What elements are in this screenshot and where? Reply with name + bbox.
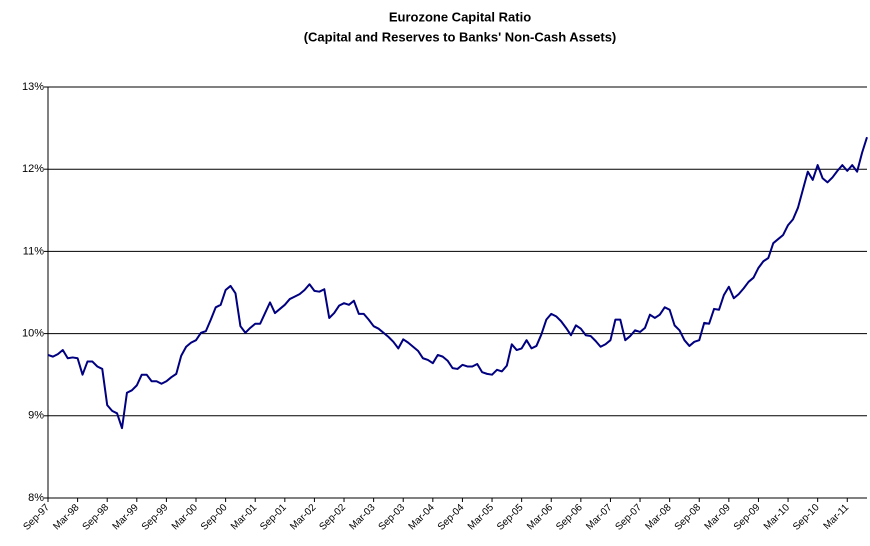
- x-tick-label: Sep-00: [199, 502, 230, 533]
- x-tick-label: Mar-99: [111, 502, 141, 532]
- x-tick-label: Mar-03: [347, 502, 377, 532]
- y-tick-label: 12%: [22, 163, 44, 175]
- x-tick-label: Mar-02: [288, 502, 318, 532]
- x-tick-label: Sep-05: [495, 502, 526, 533]
- x-tick-label: Sep-07: [613, 502, 644, 533]
- y-tick-label: 10%: [22, 328, 44, 340]
- x-tick-label: Mar-10: [762, 502, 792, 532]
- x-tick-label: Sep-98: [81, 502, 112, 533]
- x-tick-label: Mar-07: [584, 502, 614, 532]
- x-tick-label: Sep-04: [436, 502, 467, 533]
- x-tick-label: Mar-04: [407, 502, 437, 532]
- x-tick-label: Sep-03: [377, 502, 408, 533]
- x-tick-label: Mar-98: [51, 502, 81, 532]
- x-tick-label: Sep-08: [673, 502, 704, 533]
- x-tick-label: Sep-10: [791, 502, 822, 533]
- chart-title: Eurozone Capital Ratio: [389, 9, 531, 24]
- x-tick-label: Mar-00: [170, 502, 200, 532]
- y-tick-label: 8%: [28, 492, 44, 504]
- x-tick-label: Mar-01: [229, 502, 259, 532]
- x-tick-label: Mar-11: [822, 502, 852, 532]
- x-tick-label: Mar-09: [703, 502, 733, 532]
- x-tick-label: Sep-02: [317, 502, 348, 533]
- chart-subtitle: (Capital and Reserves to Banks' Non-Cash…: [304, 29, 617, 44]
- data-line: [47, 136, 868, 430]
- x-tick-label: Sep-09: [732, 502, 763, 533]
- y-tick-label: 11%: [23, 245, 44, 257]
- x-tick-label: Mar-06: [525, 502, 555, 532]
- x-tick-label: Sep-01: [258, 502, 289, 533]
- x-tick-label: Mar-05: [466, 502, 496, 532]
- x-tick-label: Sep-06: [554, 502, 585, 533]
- y-tick-label: 13%: [22, 81, 44, 93]
- y-tick-label: 9%: [28, 410, 44, 422]
- x-tick-label: Mar-08: [643, 502, 673, 532]
- x-tick-label: Sep-99: [140, 502, 171, 533]
- x-tick-label: Sep-97: [21, 502, 52, 533]
